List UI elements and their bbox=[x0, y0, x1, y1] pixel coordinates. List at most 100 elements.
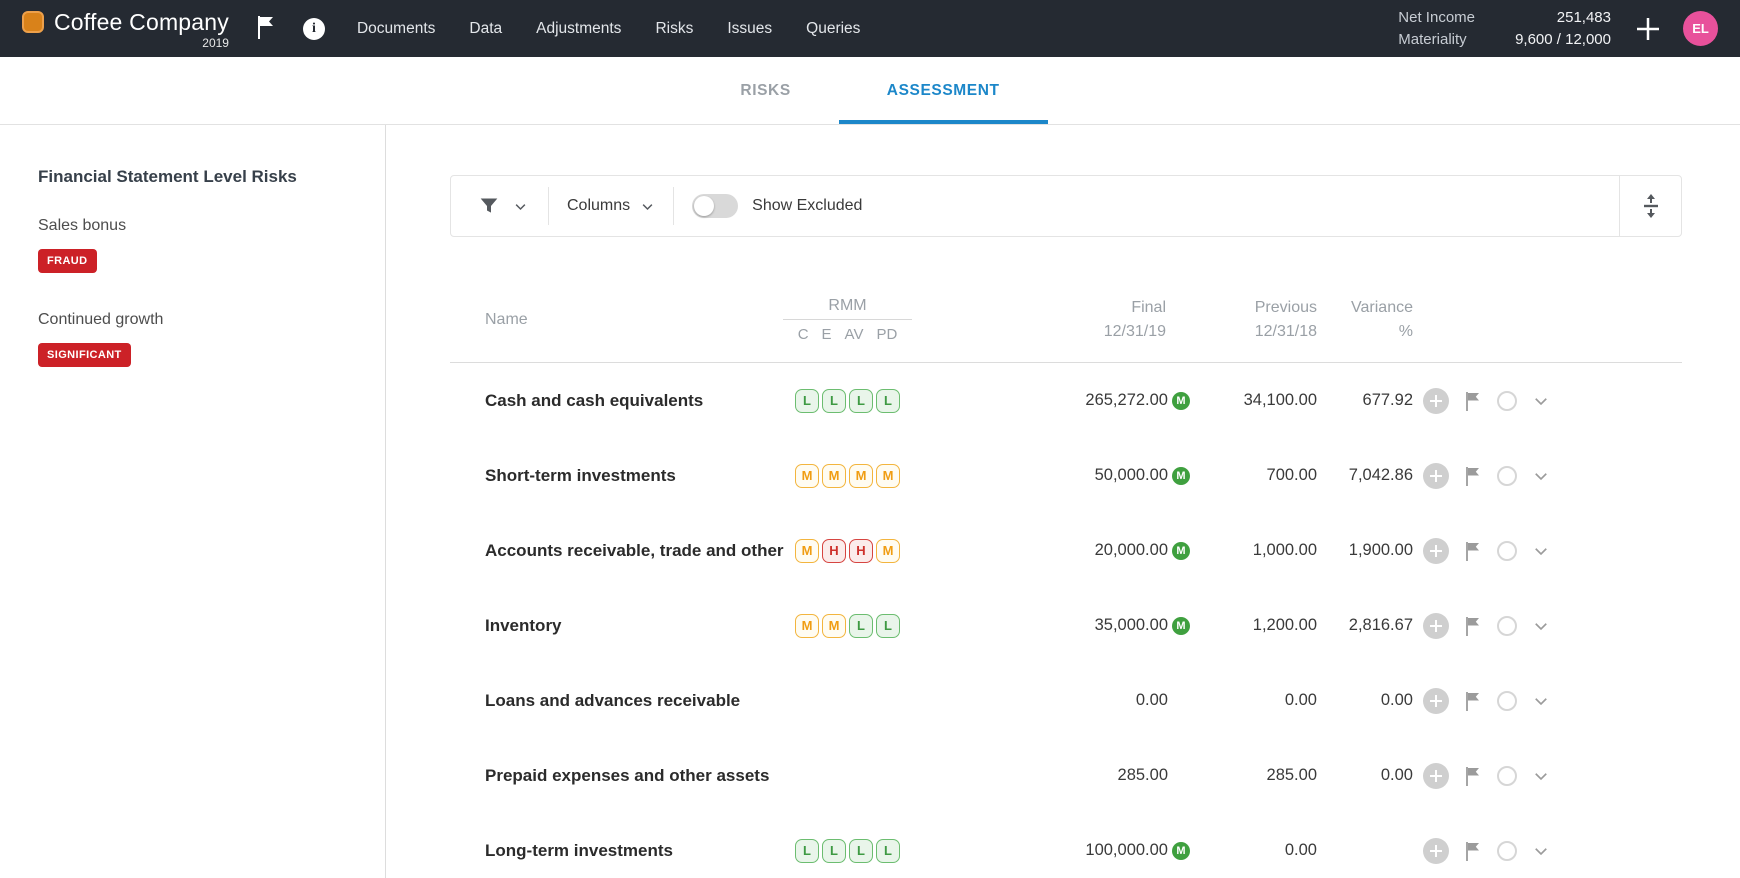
chevron-down-icon[interactable] bbox=[1532, 542, 1550, 560]
flag-icon[interactable] bbox=[1464, 690, 1482, 712]
nav-queries[interactable]: Queries bbox=[806, 19, 861, 37]
rmm-badge-l[interactable]: L bbox=[849, 613, 873, 638]
flag-icon[interactable] bbox=[1464, 465, 1482, 487]
materiality-icon: M bbox=[1172, 466, 1190, 485]
add-risk-button[interactable] bbox=[1423, 612, 1449, 639]
nav-adjustments[interactable]: Adjustments bbox=[536, 19, 622, 37]
rmm-badge-l[interactable]: L bbox=[876, 838, 900, 863]
column-header-final[interactable]: Final 12/31/19 bbox=[900, 296, 1190, 342]
column-header-variance[interactable]: Variance % bbox=[1317, 296, 1413, 342]
rmm-badge-l[interactable]: L bbox=[822, 388, 846, 413]
info-icon[interactable]: i bbox=[302, 17, 325, 40]
status-circle[interactable] bbox=[1497, 615, 1517, 636]
flag-icon[interactable] bbox=[1464, 540, 1482, 562]
risk-item[interactable]: Continued growth SIGNIFICANT bbox=[38, 311, 365, 367]
status-circle[interactable] bbox=[1497, 690, 1517, 711]
status-circle[interactable] bbox=[1497, 840, 1517, 861]
flag-icon[interactable] bbox=[1464, 615, 1482, 637]
rmm-badge-m[interactable]: M bbox=[795, 463, 819, 488]
rmm-badge-l[interactable]: L bbox=[795, 838, 819, 863]
flag-icon[interactable] bbox=[1464, 765, 1482, 787]
filter-funnel-icon[interactable] bbox=[479, 196, 499, 216]
rmm-badge-l[interactable]: L bbox=[876, 613, 900, 638]
account-name[interactable]: Prepaid expenses and other assets bbox=[485, 765, 770, 785]
risk-name[interactable]: Continued growth bbox=[38, 311, 164, 328]
final-amount[interactable]: 35,000.00 bbox=[1094, 616, 1168, 634]
filter-dropdown[interactable] bbox=[451, 176, 548, 236]
account-name[interactable]: Inventory bbox=[485, 615, 562, 635]
column-header-name[interactable]: Name bbox=[485, 310, 528, 328]
risk-name[interactable]: Sales bonus bbox=[38, 217, 127, 234]
rmm-subheaders: C E AV PD bbox=[795, 326, 900, 343]
chevron-down-icon[interactable] bbox=[1532, 692, 1550, 710]
final-amount[interactable]: 50,000.00 bbox=[1094, 466, 1168, 484]
rmm-badge-l[interactable]: L bbox=[876, 388, 900, 413]
expand-rows-button[interactable] bbox=[1619, 176, 1681, 236]
status-circle[interactable] bbox=[1497, 540, 1517, 561]
flag-icon[interactable] bbox=[255, 14, 277, 40]
column-header-rmm[interactable]: RMM C E AV PD bbox=[783, 297, 912, 343]
rmm-badge-m[interactable]: M bbox=[849, 463, 873, 488]
chevron-down-icon[interactable] bbox=[1532, 467, 1550, 485]
final-amount[interactable]: 100,000.00 bbox=[1085, 841, 1168, 859]
column-header-previous[interactable]: Previous 12/31/18 bbox=[1190, 296, 1317, 342]
status-circle[interactable] bbox=[1497, 765, 1517, 786]
rmm-sub-e[interactable]: E bbox=[821, 325, 832, 343]
account-name[interactable]: Accounts receivable, trade and other bbox=[485, 540, 784, 560]
flag-icon[interactable] bbox=[1464, 840, 1482, 862]
chevron-down-icon[interactable] bbox=[1532, 617, 1550, 635]
add-risk-button[interactable] bbox=[1423, 687, 1449, 714]
columns-dropdown[interactable]: Columns bbox=[549, 176, 673, 236]
nav-risks[interactable]: Risks bbox=[655, 19, 694, 37]
chevron-down-icon[interactable] bbox=[1532, 392, 1550, 410]
rmm-badge-h[interactable]: H bbox=[849, 538, 873, 563]
rmm-badge-l[interactable]: L bbox=[849, 388, 873, 413]
chevron-down-icon[interactable] bbox=[1532, 842, 1550, 860]
add-icon[interactable] bbox=[1633, 14, 1663, 44]
rmm-sub-c[interactable]: C bbox=[797, 325, 809, 343]
final-amount[interactable]: 20,000.00 bbox=[1094, 541, 1168, 559]
rmm-badge-m[interactable]: M bbox=[876, 538, 900, 563]
rmm-badge-m[interactable]: M bbox=[876, 463, 900, 488]
tab-assessment[interactable]: ASSESSMENT bbox=[838, 57, 1048, 124]
nav-documents[interactable]: Documents bbox=[356, 19, 436, 37]
rmm-badge-m[interactable]: M bbox=[822, 613, 846, 638]
rmm-sub-av[interactable]: AV bbox=[844, 325, 864, 343]
show-excluded-toggle[interactable] bbox=[692, 194, 739, 218]
rmm-badge-m[interactable]: M bbox=[795, 538, 819, 563]
status-circle[interactable] bbox=[1497, 465, 1517, 486]
final-amount[interactable]: 0.00 bbox=[1135, 691, 1168, 709]
add-risk-button[interactable] bbox=[1423, 762, 1449, 789]
tab-bar: RISKS ASSESSMENT bbox=[0, 57, 1740, 125]
chevron-down-icon[interactable] bbox=[513, 199, 528, 214]
materiality-value: 9,600 / 12,000 bbox=[1515, 31, 1611, 48]
chevron-down-icon[interactable] bbox=[1532, 767, 1550, 785]
rmm-sub-pd[interactable]: PD bbox=[876, 325, 898, 343]
avatar[interactable]: EL bbox=[1683, 11, 1718, 46]
nav-issues[interactable]: Issues bbox=[727, 19, 773, 37]
flag-icon[interactable] bbox=[1464, 390, 1482, 412]
status-circle[interactable] bbox=[1497, 390, 1517, 411]
risk-item[interactable]: Sales bonus FRAUD bbox=[38, 217, 365, 273]
add-risk-button[interactable] bbox=[1423, 462, 1449, 489]
tab-risks[interactable]: RISKS bbox=[740, 81, 791, 99]
nav-data[interactable]: Data bbox=[469, 19, 503, 37]
final-amount[interactable]: 285.00 bbox=[1117, 766, 1168, 784]
account-name[interactable]: Short-term investments bbox=[485, 465, 676, 485]
rmm-badge-m[interactable]: M bbox=[822, 463, 846, 488]
add-risk-button[interactable] bbox=[1423, 537, 1449, 564]
final-amount[interactable]: 265,272.00 bbox=[1085, 391, 1168, 409]
rmm-badge-h[interactable]: H bbox=[822, 538, 846, 563]
account-name[interactable]: Long-term investments bbox=[485, 840, 673, 860]
add-risk-button[interactable] bbox=[1423, 837, 1449, 864]
account-name[interactable]: Cash and cash equivalents bbox=[485, 390, 704, 410]
rmm-badge-l[interactable]: L bbox=[849, 838, 873, 863]
rmm-badge-l[interactable]: L bbox=[822, 838, 846, 863]
rmm-badge-m[interactable]: M bbox=[795, 613, 819, 638]
add-risk-button[interactable] bbox=[1423, 387, 1449, 414]
account-name[interactable]: Loans and advances receivable bbox=[485, 690, 741, 710]
brand[interactable]: Coffee Company 2019 bbox=[22, 9, 229, 50]
rmm-badge-l[interactable]: L bbox=[795, 388, 819, 413]
